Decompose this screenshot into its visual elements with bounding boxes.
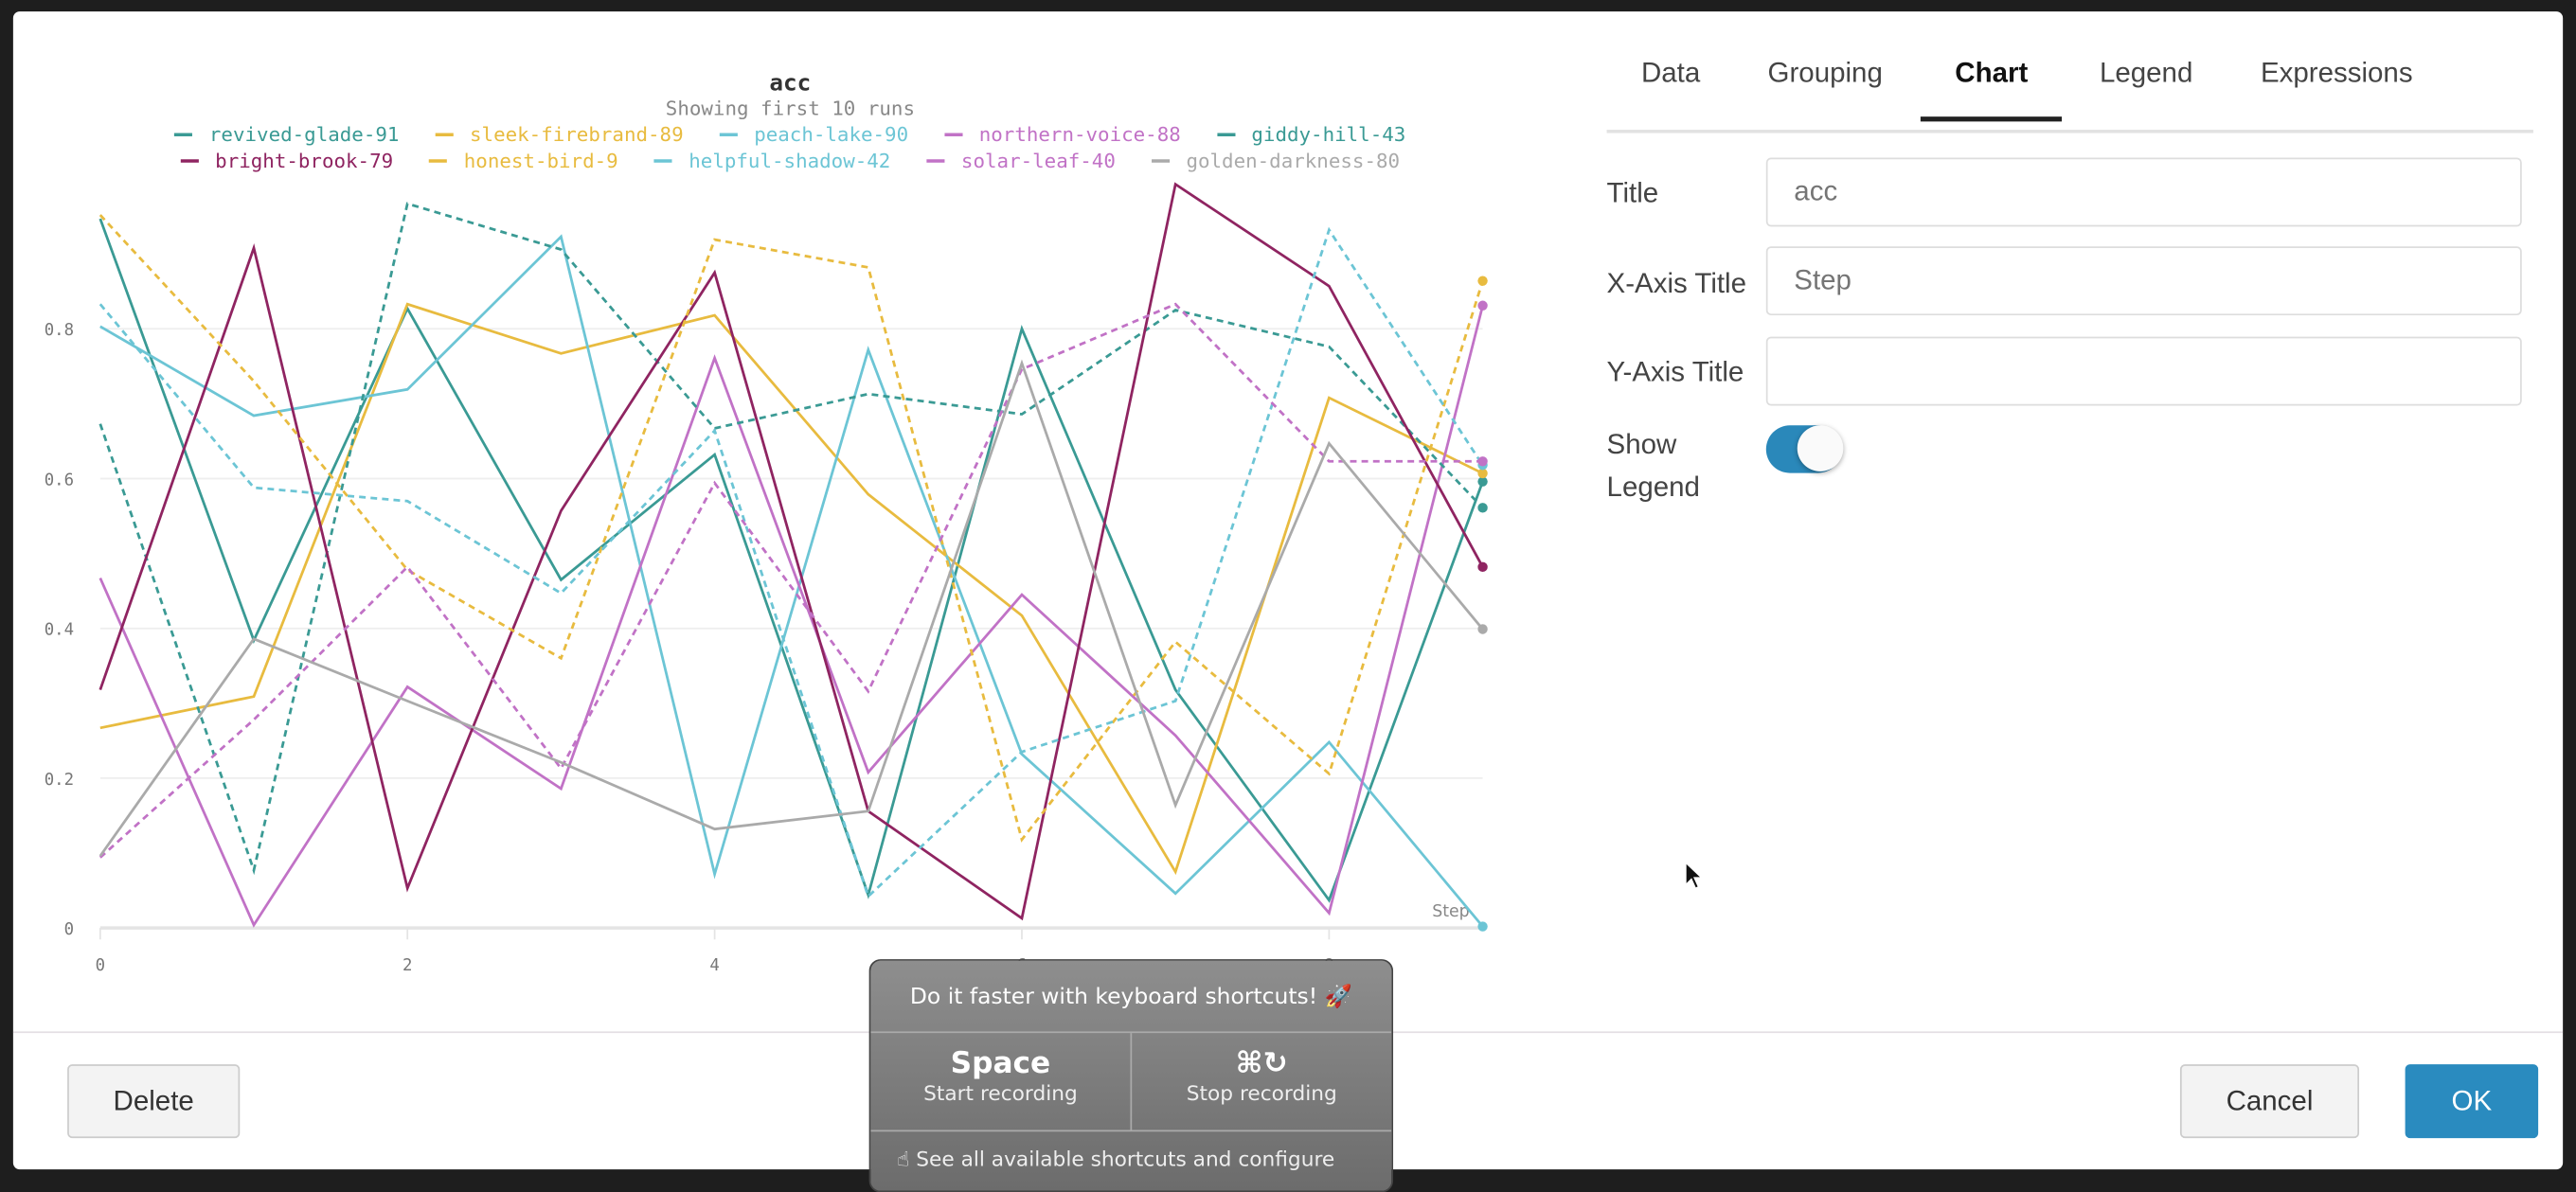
legend-label: sleek-firebrand-89 — [470, 123, 684, 147]
y-tick-label: 0.2 — [45, 771, 74, 790]
start-recording-label: Start recording — [923, 1080, 1078, 1106]
title-label: Title — [1606, 177, 1659, 209]
start-recording-shortcut[interactable]: Space Start recording — [870, 1033, 1130, 1130]
x-axis-title: Step — [1432, 902, 1469, 921]
y-tick-label: 0.4 — [45, 621, 74, 640]
legend-label: northern-voice-88 — [978, 123, 1181, 147]
legend-swatch — [429, 159, 448, 163]
legend-swatch — [944, 133, 963, 136]
legend-item-revived-glade-91: revived-glade-91 — [174, 121, 399, 148]
chart-title: acc — [769, 70, 812, 98]
series-line-peach-lake-90 — [99, 234, 1484, 928]
series-end-point-giddy-hill-43 — [1477, 503, 1488, 513]
legend-item-bright-brook-79: bright-brook-79 — [180, 148, 394, 174]
legend-swatch — [1152, 159, 1171, 163]
stop-recording-shortcut[interactable]: ⌘↻ Stop recording — [1130, 1033, 1391, 1130]
line-chart: 00.20.40.60.802468Step — [45, 182, 1488, 975]
legend-item-sleek-firebrand-89: sleek-firebrand-89 — [435, 121, 684, 148]
x-tick-label: 0 — [96, 956, 105, 975]
legend-swatch — [653, 159, 672, 163]
legend-label: solar-leaf-40 — [960, 149, 1116, 173]
show-legend-label-line1: Show — [1606, 428, 1677, 460]
y-axis-title-input[interactable] — [1765, 336, 2522, 406]
tab-expressions[interactable]: Expressions — [2260, 57, 2413, 89]
series-line-sleek-firebrand-89 — [99, 302, 1484, 876]
tab-data[interactable]: Data — [1640, 57, 1701, 89]
legend-label: honest-bird-9 — [463, 149, 618, 173]
show-legend-label: Show Legend — [1607, 424, 1700, 509]
see-all-shortcuts-link[interactable]: ☝ See all available shortcuts and config… — [897, 1146, 1335, 1171]
series-end-point-honest-bird-9 — [1477, 276, 1488, 286]
legend-label: bright-brook-79 — [215, 149, 394, 173]
series-line-giddy-hill-43 — [98, 202, 1484, 876]
legend-item-giddy-hill-43: giddy-hill-43 — [1216, 121, 1406, 148]
tab-legend[interactable]: Legend — [2099, 57, 2193, 89]
y-tick-label: 0.6 — [45, 471, 74, 489]
series-line-northern-voice-88 — [98, 305, 1484, 928]
tab-grouping[interactable]: Grouping — [1767, 57, 1883, 89]
x-axis-title-label: X-Axis Title — [1606, 267, 1747, 299]
x-axis-title-input[interactable] — [1765, 246, 2522, 316]
series-line-golden-darkness-80 — [98, 359, 1484, 857]
legend-label: revived-glade-91 — [208, 123, 400, 147]
y-axis-title-label: Y-Axis Title — [1606, 356, 1744, 388]
legend-label: peach-lake-90 — [754, 123, 909, 147]
mouse-cursor-icon — [1684, 860, 1705, 890]
ok-button[interactable]: OK — [2405, 1064, 2539, 1139]
legend-item-honest-bird-9: honest-bird-9 — [429, 148, 618, 174]
cancel-button[interactable]: Cancel — [2179, 1064, 2360, 1139]
legend-item-helpful-shadow-42: helpful-shadow-42 — [653, 148, 891, 174]
x-tick-label: 4 — [709, 956, 719, 975]
keyboard-shortcuts-popup: Do it faster with keyboard shortcuts! 🚀 … — [868, 959, 1394, 1192]
series-line-helpful-shadow-42 — [98, 226, 1484, 899]
legend-swatch — [926, 159, 945, 163]
series-end-point-peach-lake-90 — [1477, 921, 1488, 932]
series-end-point-sleek-firebrand-89 — [1477, 468, 1488, 479]
legend-item-solar-leaf-40: solar-leaf-40 — [926, 148, 1116, 174]
series-end-point-revived-glade-91 — [1477, 476, 1488, 487]
legend-item-golden-darkness-80: golden-darkness-80 — [1152, 148, 1400, 174]
legend-label: golden-darkness-80 — [1186, 149, 1401, 173]
series-line-bright-brook-79 — [98, 182, 1484, 921]
tab-chart[interactable]: Chart — [1920, 58, 2063, 122]
legend-swatch — [174, 133, 193, 136]
series-line-solar-leaf-40 — [98, 302, 1483, 859]
series-end-point-northern-voice-88 — [1477, 300, 1488, 311]
legend-item-northern-voice-88: northern-voice-88 — [944, 121, 1181, 148]
legend-swatch — [719, 133, 738, 136]
popup-heading: Do it faster with keyboard shortcuts! 🚀 — [870, 961, 1392, 1034]
series-end-point-bright-brook-79 — [1477, 561, 1488, 573]
chart-subtitle: Showing first 10 runs — [665, 97, 915, 120]
x-tick-label: 2 — [402, 956, 412, 975]
title-input[interactable] — [1765, 157, 2522, 227]
y-tick-label: 0.8 — [45, 321, 74, 340]
cmd-key: ⌘↻ — [1235, 1046, 1288, 1081]
y-tick-label: 0 — [64, 920, 74, 939]
show-legend-toggle[interactable] — [1765, 425, 1844, 473]
show-legend-label-line2: Legend — [1606, 471, 1700, 503]
legend-label: giddy-hill-43 — [1251, 123, 1406, 147]
legend-swatch — [1216, 133, 1236, 136]
space-key: Space — [950, 1046, 1051, 1081]
series-line-honest-bird-9 — [98, 214, 1484, 843]
legend-swatch — [180, 159, 199, 163]
series-end-point-golden-darkness-80 — [1477, 624, 1488, 634]
settings-tabs: Data Grouping Chart Legend Expressions — [1606, 51, 2533, 133]
chart-legend: revived-glade-91 sleek-firebrand-89 peach-… — [79, 121, 1501, 174]
legend-item-peach-lake-90: peach-lake-90 — [719, 121, 909, 148]
toggle-knob — [1797, 425, 1844, 471]
series-end-point-solar-leaf-40 — [1477, 456, 1488, 467]
legend-swatch — [435, 133, 454, 136]
chart-settings-dialog: 00.20.40.60.802468Step acc Showing first… — [12, 11, 2564, 1170]
legend-label: helpful-shadow-42 — [689, 149, 891, 173]
stop-recording-label: Stop recording — [1186, 1080, 1337, 1106]
delete-button[interactable]: Delete — [67, 1064, 241, 1139]
